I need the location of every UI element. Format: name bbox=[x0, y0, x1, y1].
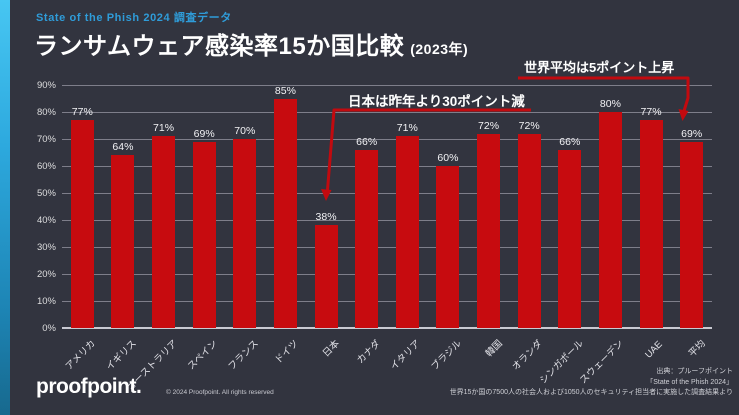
bar-韓国 bbox=[477, 133, 501, 328]
y-tick-label: 80% bbox=[36, 106, 56, 118]
bar-ブラジル bbox=[436, 166, 460, 328]
x-category-label: 韓国 bbox=[483, 338, 505, 360]
bar-value-label: 69% bbox=[681, 127, 703, 140]
bar-カナダ bbox=[355, 149, 379, 328]
y-tick-label: 90% bbox=[36, 79, 56, 91]
source-line-3: 世界15か国の7500人の社会人および1050人のセキュリティ担当者に実施した調… bbox=[449, 389, 733, 396]
y-tick-label: 20% bbox=[36, 268, 56, 280]
gridline bbox=[62, 246, 712, 248]
annotation-world-average: 世界平均は5ポイント上昇 bbox=[524, 60, 675, 75]
bar-フランス bbox=[233, 139, 257, 328]
y-tick-label: 10% bbox=[36, 295, 56, 307]
gridline bbox=[62, 273, 712, 275]
bar-value-label: 71% bbox=[153, 122, 175, 135]
bar-ドイツ bbox=[273, 98, 297, 328]
bar-value-label: 77% bbox=[71, 106, 93, 119]
gridline bbox=[62, 84, 712, 86]
bar-value-label: 69% bbox=[193, 127, 215, 140]
bar-value-label: 71% bbox=[396, 122, 418, 135]
bar-日本 bbox=[314, 225, 338, 328]
bar-UAE bbox=[639, 120, 663, 328]
bar-オランダ bbox=[517, 133, 541, 328]
bar-シンガポール bbox=[558, 149, 582, 328]
proofpoint-logo: proofpoint. bbox=[36, 375, 142, 398]
plot-area: 77% 64% 71% 69% 70% 85% 38% 66% 71% 60% 72% 72% 66% 8… bbox=[62, 84, 712, 329]
bar-スペイン bbox=[192, 141, 216, 328]
y-tick-label: 50% bbox=[36, 187, 56, 199]
x-category-label: アメリカ bbox=[63, 338, 99, 373]
source-line-1: 出典：プルーフポイント bbox=[656, 368, 733, 375]
x-category-label: フランス bbox=[226, 338, 261, 373]
page-title-year: (2023年) bbox=[410, 41, 469, 57]
source-line-2: 「State of the Phish 2024」 bbox=[646, 378, 733, 386]
bar-オーストラリア bbox=[152, 136, 176, 328]
left-accent-strip bbox=[0, 0, 10, 415]
page-title-main: ランサムウェア感染率15か国比較 bbox=[34, 33, 405, 60]
y-tick-label: 0% bbox=[42, 322, 56, 334]
bar-value-label: 64% bbox=[112, 141, 134, 154]
page-title: ランサムウェア感染率15か国比較 (2023年) bbox=[34, 26, 468, 61]
bar-アメリカ bbox=[70, 120, 94, 328]
y-tick-label: 30% bbox=[36, 241, 56, 253]
bar-value-label: 38% bbox=[315, 211, 337, 224]
y-tick-label: 70% bbox=[36, 133, 56, 145]
bar-value-label: 60% bbox=[437, 152, 459, 164]
kicker-text: State of the Phish 2024 調査データ bbox=[36, 12, 232, 24]
gridline bbox=[62, 300, 712, 302]
x-category-label: 平均 bbox=[686, 338, 708, 360]
y-tick-label: 60% bbox=[36, 160, 56, 172]
bar-イタリア bbox=[395, 136, 419, 328]
x-category-label: イギリス bbox=[104, 338, 139, 373]
bar-value-label: 70% bbox=[234, 125, 256, 137]
x-category-label: ドイツ bbox=[273, 338, 302, 367]
bar-value-label: 72% bbox=[518, 119, 540, 132]
annotation-japan: 日本は昨年より30ポイント減 bbox=[348, 94, 525, 109]
gridline bbox=[62, 327, 712, 329]
x-category-label: UAE bbox=[643, 339, 665, 361]
bar-value-label: 66% bbox=[356, 135, 378, 148]
gridline bbox=[62, 219, 712, 221]
bar-value-label: 77% bbox=[640, 106, 662, 119]
x-category-label: カナダ bbox=[354, 338, 383, 367]
bar-スウェーデン bbox=[598, 112, 622, 328]
bar-イギリス bbox=[111, 155, 135, 328]
gridline bbox=[62, 192, 712, 194]
bar-value-label: 85% bbox=[274, 84, 296, 97]
x-category-label: スペイン bbox=[185, 338, 221, 373]
bar-value-label: 66% bbox=[559, 135, 581, 148]
copyright-text: © 2024 Proofpoint. All rights reserved bbox=[166, 389, 274, 396]
x-category-label: 日本 bbox=[320, 338, 342, 360]
source-note: 出典：プルーフポイント 「State of the Phish 2024」 世界… bbox=[413, 367, 733, 399]
y-tick-label: 40% bbox=[36, 214, 56, 226]
bar-平均 bbox=[680, 141, 704, 328]
bar-value-label: 72% bbox=[478, 119, 500, 132]
bar-value-label: 80% bbox=[599, 98, 621, 110]
